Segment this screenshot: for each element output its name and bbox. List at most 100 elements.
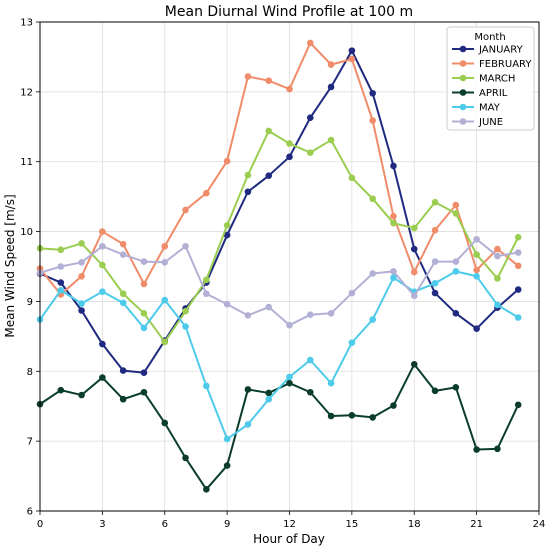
x-tick-label: 9: [224, 519, 230, 530]
y-axis-label: Mean Wind Speed [m/s]: [3, 194, 17, 337]
x-tick-label: 21: [470, 519, 483, 530]
data-point: [78, 300, 85, 307]
data-point: [286, 153, 293, 161]
data-point: [140, 369, 148, 376]
data-point: [494, 445, 501, 453]
data-point: [265, 127, 273, 135]
data-point: [410, 361, 418, 368]
data-point: [306, 39, 314, 47]
legend-entry: FEBRUARY: [452, 59, 532, 70]
legend-entry: MAY: [452, 103, 501, 114]
data-point: [327, 61, 335, 68]
x-tick-label: 18: [408, 519, 421, 530]
legend-entry: JANUARY: [452, 45, 524, 56]
data-point: [140, 280, 148, 288]
series-march: [36, 127, 522, 346]
legend-items: JANUARY FEBRUARY MARCH APRIL MAY JUNE: [452, 45, 532, 128]
data-point: [57, 279, 65, 286]
data-point: [431, 279, 439, 287]
series-line: [39, 41, 519, 296]
data-point: [161, 259, 169, 266]
data-point: [514, 314, 522, 321]
data-point: [203, 486, 210, 493]
data-point: [57, 246, 65, 254]
data-point: [99, 374, 106, 381]
legend-swatch-marker: [459, 118, 467, 125]
data-point: [203, 276, 210, 284]
series-line: [39, 238, 519, 327]
data-point: [327, 310, 335, 317]
data-point: [306, 149, 314, 156]
data-point: [431, 226, 439, 234]
x-tick-label: 15: [346, 519, 359, 530]
data-point: [431, 387, 439, 395]
data-point: [431, 198, 439, 206]
data-point: [473, 266, 480, 274]
data-point: [514, 262, 522, 270]
series-line: [39, 49, 519, 374]
data-point: [244, 171, 252, 179]
legend-swatch-marker: [459, 89, 467, 96]
x-tick-label: 3: [99, 519, 105, 530]
data-point: [348, 289, 356, 297]
legend-swatch-marker: [459, 45, 467, 53]
ticks-layer: 0 3 6 9 12 15 18 21 24 6 7 8 9 10 11 12 13: [20, 18, 545, 531]
data-point: [390, 219, 397, 227]
legend-title: Month: [474, 32, 505, 43]
data-point: [286, 373, 293, 381]
data-point: [286, 85, 293, 93]
legend-label: APRIL: [479, 88, 508, 99]
data-point: [369, 270, 376, 277]
data-point: [244, 312, 252, 319]
data-point: [203, 382, 210, 390]
data-point: [410, 224, 418, 232]
data-point: [161, 296, 169, 304]
legend-swatch-marker: [459, 74, 467, 82]
series-line: [39, 270, 519, 441]
y-tick-label: 6: [27, 507, 33, 518]
data-point: [203, 189, 210, 197]
data-point: [369, 89, 376, 97]
data-point: [182, 242, 189, 250]
x-tick-label: 0: [37, 519, 43, 530]
data-point: [99, 242, 106, 250]
data-point: [140, 324, 148, 332]
data-point: [182, 206, 189, 214]
data-point: [431, 289, 439, 297]
legend-box: [446, 26, 535, 131]
x-axis-label: Hour of Day: [253, 532, 325, 546]
data-point: [244, 188, 252, 196]
data-point: [57, 263, 65, 270]
y-tick-label: 8: [27, 367, 33, 378]
legend-label: MARCH: [479, 74, 515, 85]
x-tick-label: 12: [283, 519, 296, 530]
data-point: [265, 395, 273, 403]
data-point: [473, 251, 480, 258]
y-tick-label: 7: [27, 437, 33, 448]
data-point: [390, 402, 397, 409]
series-january: [36, 47, 522, 376]
data-point: [306, 388, 314, 396]
legend-label: JUNE: [478, 117, 503, 128]
legend-entry: MARCH: [452, 74, 515, 85]
data-point: [452, 310, 460, 317]
data-point: [410, 292, 418, 300]
data-point: [223, 221, 231, 229]
data-point: [369, 195, 376, 203]
data-point: [223, 231, 231, 239]
data-point: [265, 172, 273, 179]
y-tick-label: 13: [20, 18, 33, 29]
legend-label: FEBRUARY: [479, 59, 532, 70]
data-point: [452, 384, 460, 391]
data-point: [99, 261, 106, 269]
data-point: [161, 242, 169, 250]
y-tick-label: 9: [27, 297, 33, 308]
data-point: [286, 140, 293, 147]
data-point: [514, 233, 522, 241]
data-point: [140, 258, 148, 265]
x-tick-label: 6: [162, 519, 168, 530]
x-tick-label: 24: [533, 519, 546, 530]
data-point: [473, 325, 480, 332]
legend-label: JANUARY: [478, 45, 524, 56]
